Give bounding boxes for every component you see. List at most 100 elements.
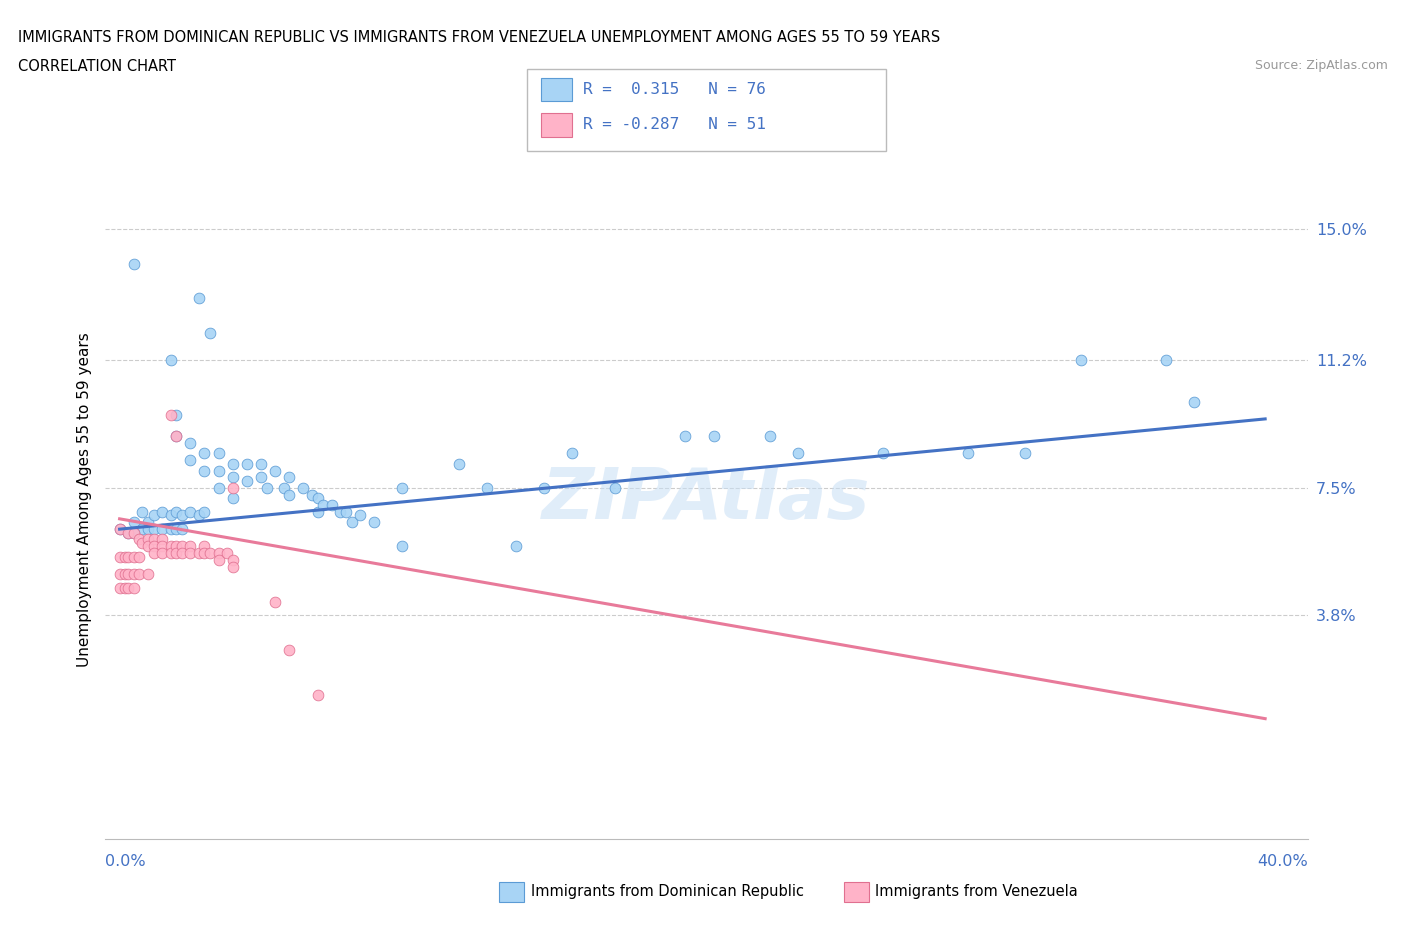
Point xyxy=(561,445,583,460)
Point xyxy=(122,515,145,530)
Point xyxy=(193,504,215,519)
Point xyxy=(108,550,131,565)
Point xyxy=(207,463,229,478)
Point xyxy=(122,525,145,540)
Point xyxy=(150,504,173,519)
Point xyxy=(136,539,159,554)
Text: ZIPAtlas: ZIPAtlas xyxy=(543,465,870,535)
Point xyxy=(114,566,136,581)
Point xyxy=(222,457,245,472)
Point xyxy=(117,525,139,540)
Point xyxy=(278,487,301,502)
Point xyxy=(165,429,187,444)
Point xyxy=(159,508,181,523)
Point xyxy=(222,470,245,485)
Point xyxy=(131,536,153,551)
Y-axis label: Unemployment Among Ages 55 to 59 years: Unemployment Among Ages 55 to 59 years xyxy=(76,333,91,667)
Point xyxy=(477,481,499,496)
Point xyxy=(236,457,259,472)
Point xyxy=(159,539,181,554)
Point xyxy=(179,539,201,554)
Point xyxy=(273,481,295,496)
Point xyxy=(136,515,159,530)
Point xyxy=(117,580,139,595)
Point xyxy=(349,508,371,523)
Point xyxy=(131,522,153,537)
Point xyxy=(193,445,215,460)
Text: CORRELATION CHART: CORRELATION CHART xyxy=(18,59,176,73)
Point xyxy=(957,445,980,460)
Point xyxy=(222,560,245,575)
Point xyxy=(301,487,323,502)
Point xyxy=(128,532,150,547)
Point xyxy=(165,539,187,554)
Text: Immigrants from Dominican Republic: Immigrants from Dominican Republic xyxy=(531,884,804,899)
Point xyxy=(335,504,357,519)
Point xyxy=(117,525,139,540)
Point xyxy=(136,566,159,581)
Point xyxy=(264,594,287,609)
Point xyxy=(170,546,193,561)
Text: R = -0.287   N = 51: R = -0.287 N = 51 xyxy=(583,117,766,132)
Point xyxy=(193,463,215,478)
Point xyxy=(207,546,229,561)
Point xyxy=(264,463,287,478)
Point xyxy=(250,470,273,485)
Point xyxy=(122,525,145,540)
Point xyxy=(187,291,209,306)
Point xyxy=(447,457,470,472)
Point xyxy=(142,532,165,547)
Point xyxy=(872,445,894,460)
Point xyxy=(187,508,209,523)
Point xyxy=(1154,352,1177,367)
Point xyxy=(159,546,181,561)
Point xyxy=(1184,394,1206,409)
Text: 40.0%: 40.0% xyxy=(1257,854,1308,869)
Point xyxy=(391,481,413,496)
Point xyxy=(222,552,245,567)
Point xyxy=(307,687,329,702)
Point xyxy=(114,580,136,595)
Point xyxy=(165,522,187,537)
Point xyxy=(122,580,145,595)
Point xyxy=(222,491,245,506)
Point xyxy=(673,429,696,444)
Point xyxy=(198,326,221,340)
Point xyxy=(142,508,165,523)
Point xyxy=(207,552,229,567)
Point xyxy=(391,539,413,554)
Point xyxy=(128,550,150,565)
Point xyxy=(759,429,782,444)
Point xyxy=(131,504,153,519)
Point xyxy=(159,522,181,537)
Point xyxy=(703,429,725,444)
Point xyxy=(329,504,352,519)
Text: Source: ZipAtlas.com: Source: ZipAtlas.com xyxy=(1254,59,1388,72)
Point xyxy=(165,546,187,561)
Point xyxy=(787,445,810,460)
Point xyxy=(108,580,131,595)
Point xyxy=(150,522,173,537)
Point xyxy=(1014,445,1036,460)
Point xyxy=(533,481,555,496)
Point xyxy=(136,532,159,547)
Point xyxy=(108,522,131,537)
Point xyxy=(193,546,215,561)
Point xyxy=(170,539,193,554)
Point xyxy=(170,508,193,523)
Text: IMMIGRANTS FROM DOMINICAN REPUBLIC VS IMMIGRANTS FROM VENEZUELA UNEMPLOYMENT AMO: IMMIGRANTS FROM DOMINICAN REPUBLIC VS IM… xyxy=(18,30,941,45)
Point xyxy=(278,643,301,658)
Point xyxy=(207,481,229,496)
Point xyxy=(117,550,139,565)
Point xyxy=(312,498,335,512)
Text: 0.0%: 0.0% xyxy=(105,854,146,869)
Point xyxy=(505,539,527,554)
Point xyxy=(250,457,273,472)
Point xyxy=(150,539,173,554)
Text: R =  0.315   N = 76: R = 0.315 N = 76 xyxy=(583,82,766,97)
Point xyxy=(363,515,385,530)
Point xyxy=(256,481,278,496)
Point xyxy=(307,491,329,506)
Point xyxy=(603,481,626,496)
Point xyxy=(165,408,187,423)
